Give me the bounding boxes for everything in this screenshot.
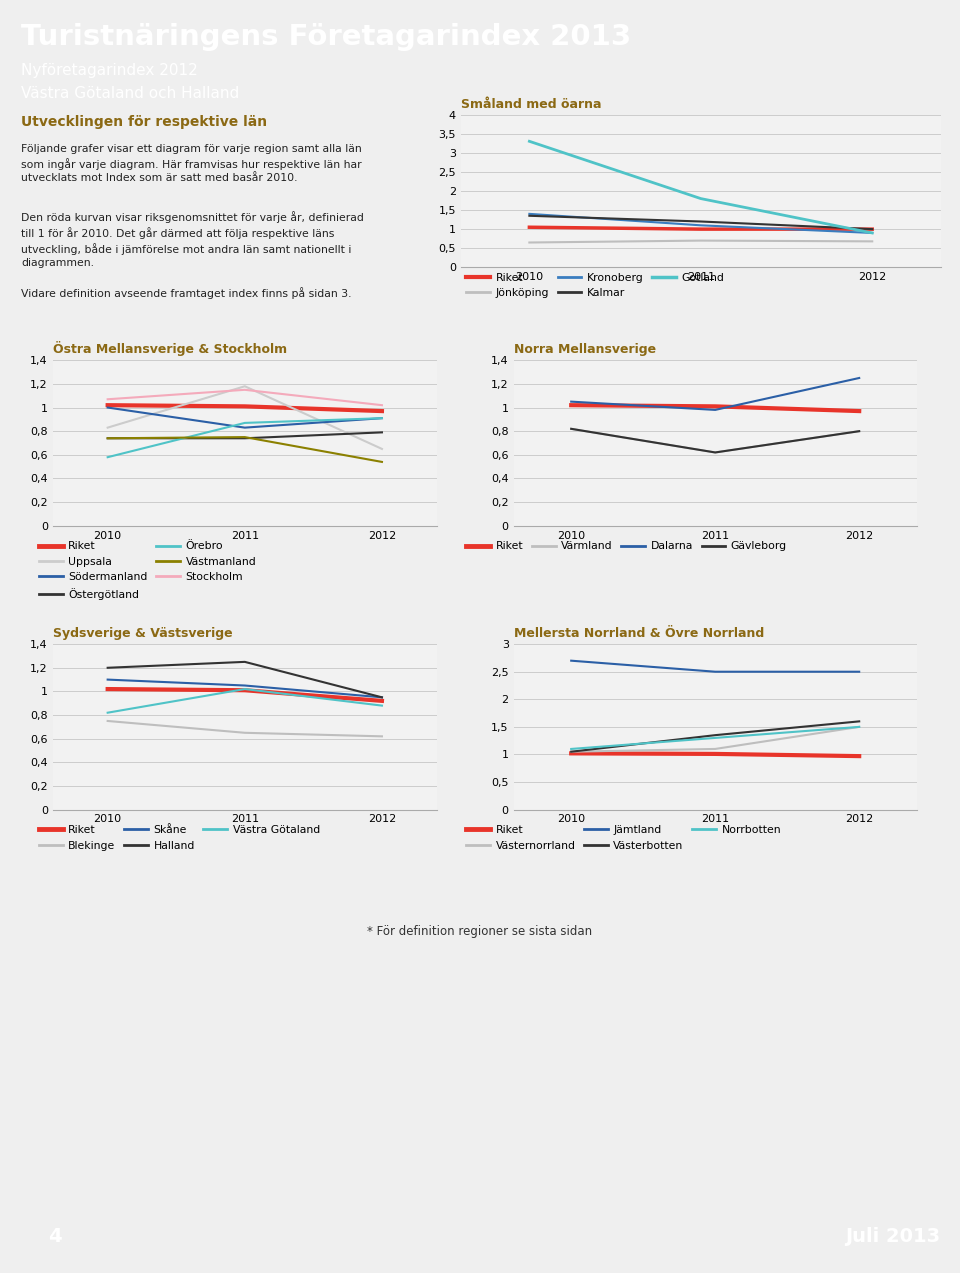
- Legend: Riket, Värmland, Dalarna, Gävleborg: Riket, Värmland, Dalarna, Gävleborg: [467, 541, 787, 551]
- Text: Juli 2013: Juli 2013: [845, 1227, 940, 1245]
- Legend: Riket, Uppsala, Södermanland, Östergötland, Örebro, Västmanland, Stockholm: Riket, Uppsala, Södermanland, Östergötla…: [39, 541, 256, 600]
- Text: Småland med öarna: Småland med öarna: [461, 98, 601, 111]
- Text: Nyföretagarindex 2012: Nyföretagarindex 2012: [21, 62, 198, 78]
- Legend: Riket, Västernorrland, Jämtland, Västerbotten, Norrbotten: Riket, Västernorrland, Jämtland, Västerb…: [467, 825, 781, 850]
- Text: Östra Mellansverige & Stockholm: Östra Mellansverige & Stockholm: [53, 341, 287, 356]
- Text: Turistnäringens Företagarindex 2013: Turistnäringens Företagarindex 2013: [21, 23, 632, 51]
- Text: Utvecklingen för respektive län: Utvecklingen för respektive län: [21, 115, 267, 129]
- Text: Västra Götaland och Halland: Västra Götaland och Halland: [21, 85, 239, 101]
- Text: 4: 4: [48, 1227, 61, 1245]
- Text: Mellersta Norrland & Övre Norrland: Mellersta Norrland & Övre Norrland: [514, 628, 764, 640]
- Legend: Riket, Jönköping, Kronoberg, Kalmar, Gotland: Riket, Jönköping, Kronoberg, Kalmar, Got…: [467, 272, 725, 298]
- Text: Sydsverige & Västsverige: Sydsverige & Västsverige: [53, 628, 232, 640]
- Text: Vidare definition avseende framtaget index finns på sidan 3.: Vidare definition avseende framtaget ind…: [21, 286, 351, 299]
- Text: * För definition regioner se sista sidan: * För definition regioner se sista sidan: [368, 924, 592, 938]
- Text: Norra Mellansverige: Norra Mellansverige: [514, 344, 656, 356]
- Text: Följande grafer visar ett diagram för varje region samt alla län
som ingår varje: Följande grafer visar ett diagram för va…: [21, 144, 362, 183]
- Text: Den röda kurvan visar riksgenomsnittet för varje år, definierad
till 1 för år 20: Den röda kurvan visar riksgenomsnittet f…: [21, 211, 364, 269]
- Legend: Riket, Blekinge, Skåne, Halland, Västra Götaland: Riket, Blekinge, Skåne, Halland, Västra …: [39, 825, 320, 850]
